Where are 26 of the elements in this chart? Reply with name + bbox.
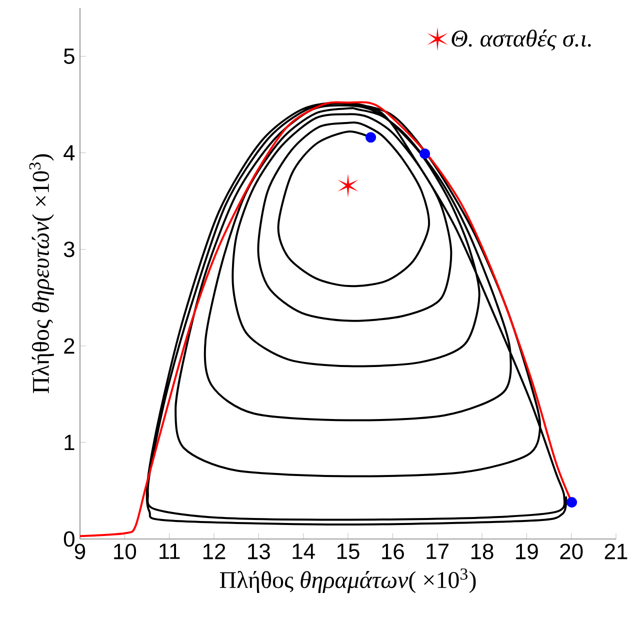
x-tick-label: 21 [604,544,628,560]
x-tick-label: 18 [471,544,494,560]
x-tick-label: 11 [160,544,180,559]
point [366,132,376,143]
x-tick-label: 19 [516,544,538,560]
y-tick-label: 0 [64,531,74,547]
x-tick-label: 10 [114,544,136,560]
x-tick-label: 20 [560,544,583,560]
x-tick-label: 17 [426,544,448,559]
x-tick-label: 14 [292,544,315,559]
y-tick-label: 1 [64,434,74,450]
y-tick-label: 5 [64,48,74,64]
x-tick-label: 13 [248,544,270,560]
x-tick-label: 9 [74,544,86,560]
y-tick-label: 3 [64,242,74,258]
x-tick-label: 15 [337,544,360,560]
y-axis-title: Πλήθος θηρευτών( ×10$^{3}$) [29,154,54,394]
x-tick-label: 16 [382,544,404,560]
point [566,497,578,508]
point [338,174,358,198]
point [420,148,430,160]
x-axis-title: Πλήθος θηραμάτων( ×10$^{3}$) [220,568,476,594]
y-tick-label: 2 [64,338,74,354]
y-tick-label: 4 [64,145,75,160]
x-tick-label: 12 [203,544,226,560]
legend-label: Θ. ασταθές σ.ι. [452,30,591,51]
